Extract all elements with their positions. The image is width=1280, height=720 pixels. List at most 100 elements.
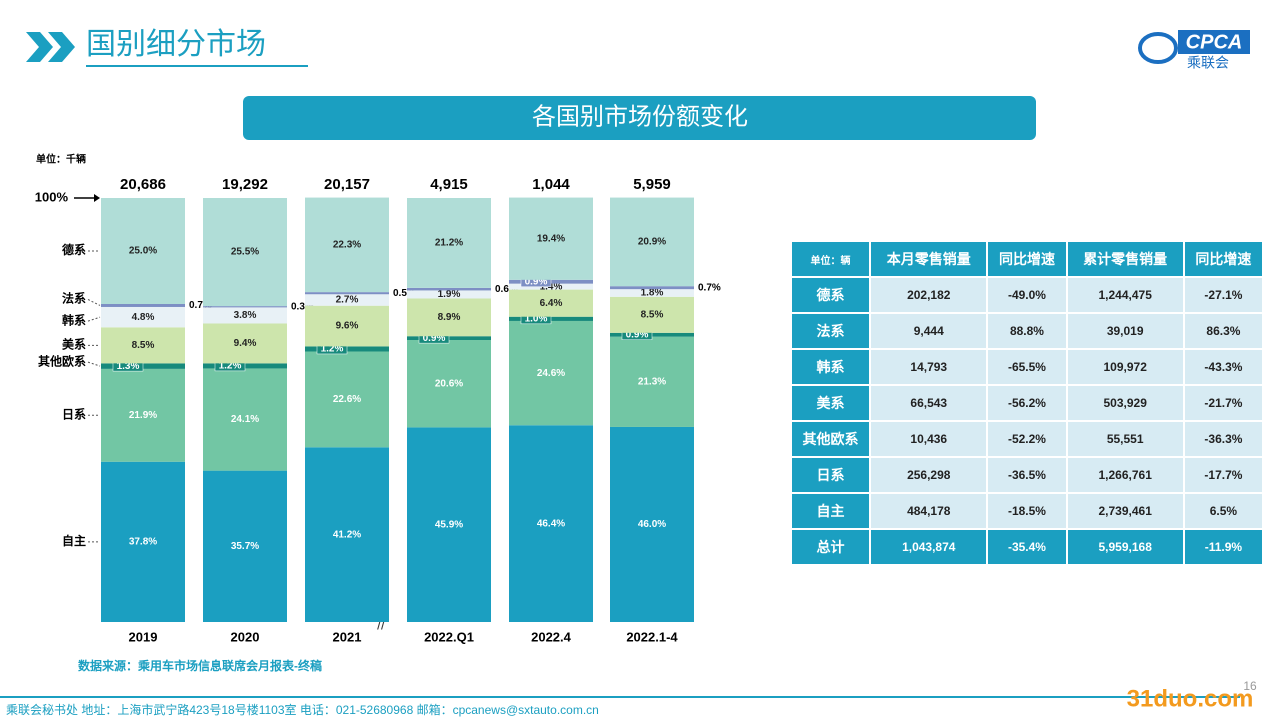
- data-label: 0.9%: [525, 276, 548, 287]
- data-label: 4.8%: [132, 312, 155, 323]
- bar-segment: [101, 327, 185, 364]
- data-label: 24.1%: [231, 414, 259, 425]
- bar-segment: [610, 289, 694, 297]
- data-label: 9.4%: [234, 338, 257, 349]
- table-cell: -21.7%: [1182, 384, 1265, 422]
- data-label: 1.0%: [525, 313, 548, 324]
- table-cell: 2,739,461: [1065, 492, 1185, 530]
- data-label: 3.8%: [234, 310, 257, 321]
- table-cell: 39,019: [1065, 312, 1185, 350]
- table-cell: 5,959,168: [1065, 528, 1185, 566]
- data-label: 24.6%: [537, 368, 565, 379]
- data-label: 22.6%: [333, 394, 361, 405]
- bar-segment: [509, 425, 593, 622]
- chevron-icon: [48, 32, 75, 62]
- data-label: 35.7%: [231, 541, 259, 552]
- table-row: 德系 202,182 -49.0% 1,244,475 -27.1%: [789, 276, 1265, 314]
- chevron-icon: [26, 32, 53, 62]
- data-label: 19.4%: [537, 233, 565, 244]
- unit-label: 单位：千辆: [36, 153, 86, 166]
- x-tick-label: 2020: [231, 629, 260, 644]
- data-label: 1.2%: [321, 344, 344, 355]
- x-tick-label: 2019: [129, 629, 158, 644]
- logo-box: [1178, 30, 1250, 54]
- chart-title: 各国别市场份额变化: [532, 103, 748, 130]
- legend-leader: [87, 299, 101, 306]
- x-tick-label: 2022.4: [531, 629, 572, 644]
- total-label: 20,157: [324, 176, 370, 193]
- data-label: 0.7%: [698, 282, 721, 293]
- table-cell: -27.1%: [1182, 276, 1265, 314]
- legend-label: 其他欧系: [38, 353, 86, 368]
- table-row: 美系 66,543 -56.2% 503,929 -21.7%: [789, 384, 1265, 422]
- total-label: 19,292: [222, 176, 268, 193]
- table-cell: 美系: [789, 384, 872, 422]
- axis-break: //: [377, 617, 385, 633]
- bar-segment: [203, 323, 287, 364]
- x-tick-label: 2022.Q1: [424, 629, 474, 644]
- data-label: 46.0%: [638, 519, 666, 530]
- bar-segment: [407, 290, 491, 299]
- table-cell: 88.8%: [986, 312, 1068, 350]
- legend-label: 韩系: [62, 312, 86, 327]
- slide-title: 国别细分市场: [86, 28, 266, 61]
- table-row: 自主 484,178 -18.5% 2,739,461 6.5%: [789, 492, 1265, 530]
- table-cell: 256,298: [869, 456, 989, 494]
- data-label: 21.9%: [129, 410, 157, 421]
- table-cell: 86.3%: [1182, 312, 1265, 350]
- bar-segment: [610, 336, 694, 427]
- data-label: 1.2%: [219, 361, 242, 372]
- table-cell: 109,972: [1065, 348, 1185, 386]
- bar-segment: [509, 289, 593, 317]
- table-cell: 484,178: [869, 492, 989, 530]
- bar-segment: [407, 287, 491, 291]
- data-label: 1.9%: [438, 289, 461, 300]
- data-label: 8.9%: [438, 312, 461, 323]
- bar-segment: [305, 294, 389, 306]
- bar-segment: [101, 304, 185, 307]
- data-label: 41.2%: [333, 529, 361, 540]
- data-label: 25.5%: [231, 247, 259, 258]
- table-cell: -43.3%: [1182, 348, 1265, 386]
- table-cell: 其他欧系: [789, 420, 872, 458]
- table-cell: 1,043,874: [869, 528, 989, 566]
- page-number: 16: [1243, 679, 1257, 693]
- table-cell: 总计: [789, 528, 872, 566]
- bar-segment: [610, 197, 694, 287]
- bar-segment: [610, 426, 694, 622]
- table-cell: -11.9%: [1182, 528, 1265, 566]
- data-label: 8.5%: [132, 340, 155, 351]
- legend-label: 美系: [62, 337, 86, 352]
- logo-mark: [1138, 32, 1178, 64]
- bar-segment: [305, 447, 389, 622]
- total-label: 4,915: [430, 176, 468, 193]
- logo-text: CPCA: [1186, 31, 1243, 53]
- table-row: 总计 1,043,874 -35.4% 5,959,168 -11.9%: [789, 528, 1265, 566]
- legend-label: 自主: [62, 533, 86, 548]
- data-label: 0.5%: [393, 288, 416, 299]
- table-cell: -36.5%: [986, 456, 1068, 494]
- table-cell: -56.2%: [986, 384, 1068, 422]
- table-cell: 德系: [789, 276, 872, 314]
- bar-segment: [203, 198, 287, 307]
- bar-segment: [305, 292, 389, 295]
- table-cell: -49.0%: [986, 276, 1068, 314]
- table-cell: -36.3%: [1182, 420, 1265, 458]
- table-cell: 日系: [789, 456, 872, 494]
- bar-segment: [610, 296, 694, 333]
- bar-segment: [407, 427, 491, 622]
- bar-segment: [407, 298, 491, 337]
- table-row: 单位：辆 本月零售销量 同比增速 累计零售销量 同比增速: [789, 240, 1265, 278]
- data-label: 20.9%: [638, 237, 666, 248]
- data-label: 46.4%: [537, 518, 565, 529]
- table-cell: 单位：辆: [789, 240, 872, 278]
- table-cell: -52.2%: [986, 420, 1068, 458]
- total-label: 20,686: [120, 176, 166, 193]
- source: 数据来源：乘用车市场信息联席会月报表-终稿: [78, 658, 322, 673]
- data-label: 0.3%: [291, 301, 314, 312]
- table-cell: 66,543: [869, 384, 989, 422]
- total-label: 1,044: [532, 176, 570, 193]
- table-cell: 韩系: [789, 348, 872, 386]
- legend-leader: [87, 361, 101, 367]
